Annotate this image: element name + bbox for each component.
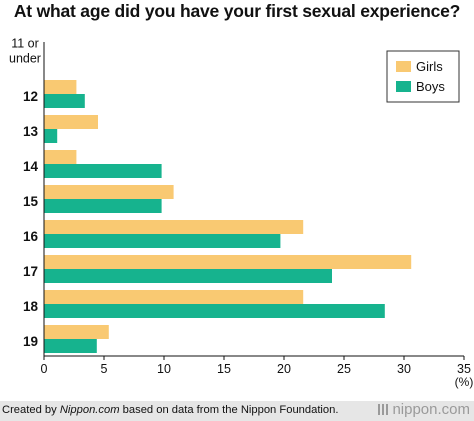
- bar-girls-5: [44, 220, 304, 234]
- x-unit-label: (%): [455, 375, 474, 389]
- legend-label-girls: Girls: [416, 59, 443, 74]
- credit-suffix: based on data from the Nippon Foundation…: [119, 404, 339, 416]
- footer: Created by Nippon.com based on data from…: [0, 401, 474, 421]
- bar-chart: 11 or under 12 13 14 15 16 17 18 190 5 10 15 20 25 30 35…: [9, 37, 474, 390]
- brand-name: nippon.com: [392, 401, 470, 418]
- category-label-0: 11 or under: [9, 37, 41, 66]
- chart-title: At what age did you have your first sexu…: [13, 1, 461, 21]
- brand-mark-icon: [378, 404, 390, 415]
- legend-swatch-boys: [396, 81, 411, 92]
- x-tick-label-7: 35: [457, 362, 471, 376]
- category-label-6: 17: [23, 264, 38, 279]
- bar-girls-2: [44, 115, 98, 129]
- credit-site: Nippon.com: [59, 404, 120, 416]
- category-label-7: 18: [23, 299, 39, 314]
- category-label-5: 16: [23, 229, 39, 244]
- category-label-8: 19: [23, 334, 38, 349]
- credit-prefix: Created by: [2, 404, 60, 416]
- bar-girls-8: [44, 325, 109, 339]
- x-tick-label-4: 20: [277, 362, 291, 376]
- bar-boys-1: [44, 94, 85, 108]
- bar-girls-4: [44, 185, 174, 199]
- bar-boys-8: [44, 339, 97, 353]
- legend-swatch-girls: [396, 61, 411, 72]
- bar-boys-4: [44, 199, 162, 213]
- x-tick-label-2: 10: [157, 362, 171, 376]
- bar-girls-6: [44, 255, 412, 269]
- bar-girls-1: [44, 80, 77, 94]
- legend-box: [386, 50, 460, 103]
- bar-boys-7: [44, 304, 385, 318]
- x-tick-label-0: 0: [41, 362, 48, 376]
- category-label-1: 12: [23, 89, 38, 104]
- bar-boys-6: [44, 269, 332, 283]
- category-label-2: 13: [23, 124, 39, 139]
- bar-boys-5: [44, 234, 281, 248]
- bar-girls-7: [44, 290, 304, 304]
- bar-boys-3: [44, 164, 162, 178]
- brand-logo: nippon.com: [378, 401, 470, 418]
- x-tick-label-1: 5: [101, 362, 108, 376]
- category-label-3: 14: [23, 159, 39, 174]
- category-label-4: 15: [23, 194, 39, 209]
- legend-label-boys: Boys: [416, 79, 445, 94]
- x-tick-label-3: 15: [217, 362, 231, 376]
- credit-line: Created by Nippon.com based on data from…: [2, 404, 338, 416]
- x-tick-label-6: 30: [397, 362, 411, 376]
- bar-boys-2: [44, 129, 58, 143]
- bar-girls-3: [44, 150, 77, 164]
- x-tick-label-5: 25: [337, 362, 351, 376]
